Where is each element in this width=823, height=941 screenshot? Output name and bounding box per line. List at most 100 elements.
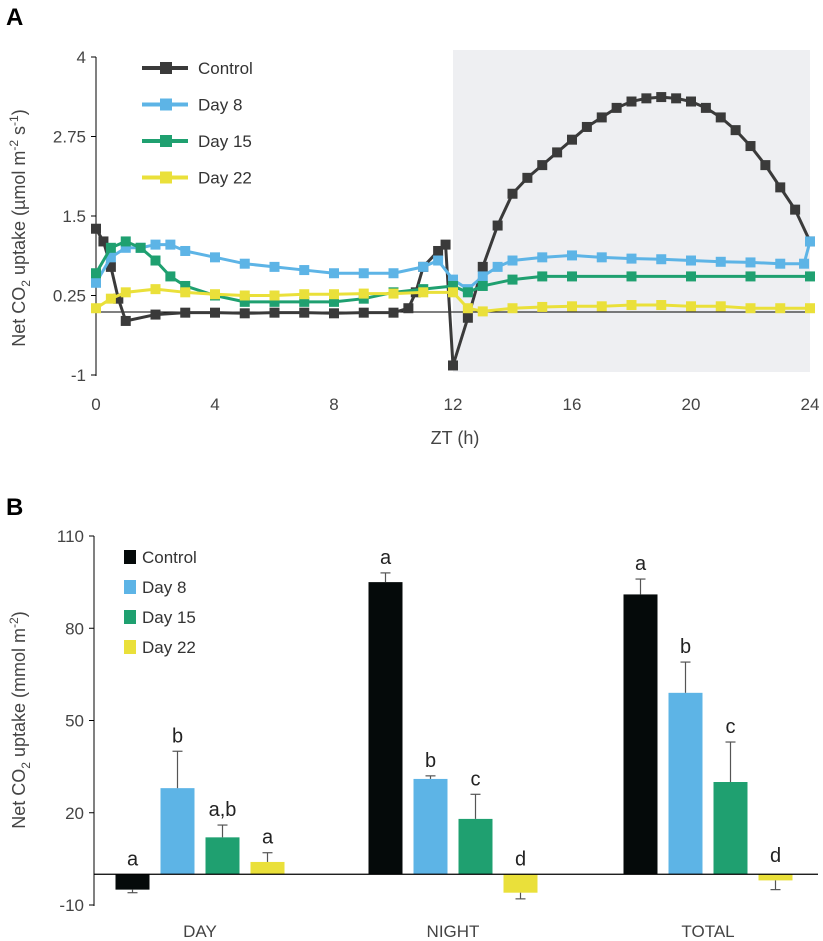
b-y-tick-label: 50 [65,712,84,731]
data-point-control [760,160,771,171]
b-y-label: Net CO2 uptake (mmol m-2) [7,611,33,828]
a-x-tick-label: 4 [210,395,219,414]
data-point-day-22 [507,303,518,314]
data-point-control [641,93,652,104]
data-point-day-22 [805,303,815,314]
data-point-control [686,96,696,107]
data-point-day-15 [477,280,488,291]
data-point-control [522,172,533,183]
a-y-tick-label: -1 [71,366,86,385]
legend-label-day-22: Day 22 [198,169,252,188]
legend-marker-day-8 [160,98,172,111]
data-point-day-8 [165,239,176,250]
b-categories: DAY NIGHT TOTAL [183,922,734,941]
data-point-day-22 [299,289,310,300]
data-point-control [440,239,451,250]
a-y-tick-label: 4 [77,48,86,67]
data-point-day-8 [150,239,161,250]
data-point-control [596,112,607,123]
legend-label-control: Control [198,59,253,78]
panel-a-label: A [6,4,23,31]
significance-letter: a [380,547,392,569]
data-point-control [656,92,667,103]
b-bars: a b a,b a a b c d a b c d [115,547,793,900]
data-point-control [775,182,786,193]
legend-swatch-day-22 [124,640,136,654]
data-point-day-22 [626,300,637,311]
significance-letter: a [262,827,274,849]
category-label-day: DAY [183,922,217,941]
data-point-day-22 [686,301,696,312]
data-point-day-15 [805,271,815,282]
bar-total-control [623,594,658,875]
bar-total-day-15 [713,782,748,875]
data-point-day-22 [329,289,339,300]
legend-swatch-day-8 [124,580,136,594]
significance-letter: a [635,553,647,575]
data-point-control [91,223,101,234]
b-y-tick-label: 80 [65,619,84,638]
data-point-day-8 [210,252,220,263]
data-point-day-8 [105,252,116,263]
data-point-day-22 [269,290,280,301]
data-point-control [358,307,369,318]
data-point-day-15 [537,271,548,282]
data-point-control [403,303,414,314]
data-point-control [105,261,116,272]
significance-letter: b [425,750,436,772]
bar-day-day-15 [205,837,240,875]
bar-night-day-15 [458,818,493,875]
data-point-day-15 [180,280,191,291]
legend-label-day-22: Day 22 [142,638,196,657]
b-y-ticks: -10 20 50 80 110 [57,527,94,915]
data-point-day-22 [358,288,369,299]
data-point-control [790,204,801,215]
data-point-day-8 [567,250,577,261]
bar-total-day-22 [758,874,793,881]
data-point-control [745,141,756,152]
a-y-tick-label: 1.5 [62,207,86,226]
bar-day-day-22 [250,861,285,875]
a-x-tick-label: 24 [801,395,820,414]
data-point-control [120,315,131,326]
category-label-night: NIGHT [427,922,480,941]
bar-night-control [368,582,403,875]
data-point-day-22 [477,306,488,317]
data-point-day-15 [299,296,310,307]
data-point-day-22 [656,300,667,311]
data-point-day-15 [745,271,756,282]
data-point-control [269,307,280,318]
bar-day-control [115,874,150,890]
significance-letter: c [726,716,736,738]
bar-night-day-8 [413,778,448,875]
significance-letter: d [515,848,526,870]
significance-letter: b [680,636,691,658]
significance-letter: d [770,845,781,867]
panel-b-label: B [6,494,23,521]
data-point-day-15 [135,242,146,253]
data-point-control [581,121,592,132]
data-point-day-22 [418,287,429,298]
data-point-day-22 [239,290,250,301]
a-x-tick-label: 12 [444,395,463,414]
data-point-day-8 [775,258,786,269]
data-point-day-15 [165,271,176,282]
a-x-label: ZT (h) [431,428,480,448]
data-point-day-15 [686,271,696,282]
data-point-control [113,293,124,304]
bar-night-day-22 [503,874,538,893]
data-point-day-8 [596,252,607,263]
data-point-day-8 [418,261,429,272]
data-point-day-15 [626,271,637,282]
data-point-control [150,309,161,320]
legend-label-day-15: Day 15 [142,608,196,627]
data-point-control [611,102,622,113]
significance-letter: a [127,848,139,870]
data-point-day-22 [775,303,786,314]
data-point-day-8 [477,271,488,282]
data-point-day-22 [105,293,116,304]
legend-swatch-day-15 [124,610,136,624]
data-point-day-8 [686,255,696,266]
bar-day-day-8 [160,788,195,875]
